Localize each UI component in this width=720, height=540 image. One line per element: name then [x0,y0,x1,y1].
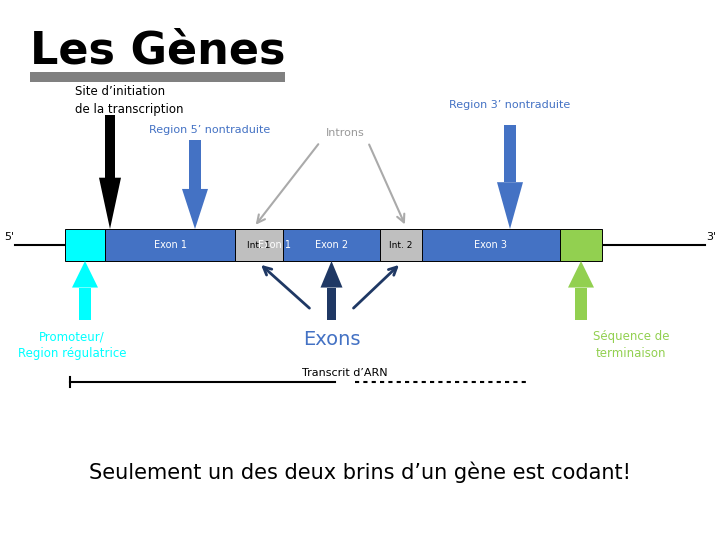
Text: Transcrit d’ARN: Transcrit d’ARN [302,368,388,378]
FancyBboxPatch shape [560,229,602,261]
Polygon shape [72,261,98,287]
FancyBboxPatch shape [30,72,285,82]
FancyBboxPatch shape [380,229,422,261]
Text: Region 5’ nontraduite: Region 5’ nontraduite [149,125,271,135]
FancyBboxPatch shape [105,115,115,178]
FancyBboxPatch shape [575,287,587,320]
Text: 5': 5' [4,232,14,242]
Text: Seulement un des deux brins d’un gène est codant!: Seulement un des deux brins d’un gène es… [89,461,631,483]
Text: Exon 2: Exon 2 [315,240,348,250]
Text: Int. 2: Int. 2 [390,240,413,249]
Text: Introns: Introns [325,128,364,138]
Text: Exons: Exons [302,330,360,349]
FancyBboxPatch shape [235,229,283,261]
Text: Region 3’ nontraduite: Region 3’ nontraduite [449,100,571,110]
FancyBboxPatch shape [189,140,201,189]
Polygon shape [320,261,343,287]
Text: 3': 3' [706,232,716,242]
Text: Site d’initiation
de la transcription: Site d’initiation de la transcription [75,85,184,116]
Text: Exon 1: Exon 1 [153,240,186,250]
FancyBboxPatch shape [504,125,516,182]
Text: Les Gènes: Les Gènes [30,30,286,73]
Text: Int. 1: Int. 1 [247,240,271,249]
Text: Promoteur/
Region régulatrice: Promoteur/ Region régulatrice [18,330,126,360]
Text: Exon 1: Exon 1 [258,240,292,250]
Polygon shape [182,189,208,229]
FancyBboxPatch shape [65,229,105,261]
Polygon shape [99,178,121,229]
Text: Exon 3: Exon 3 [474,240,508,250]
Polygon shape [568,261,594,287]
Text: Séquence de
terminaison: Séquence de terminaison [593,330,670,360]
FancyBboxPatch shape [105,229,560,261]
Polygon shape [497,182,523,229]
FancyBboxPatch shape [327,287,336,320]
FancyBboxPatch shape [79,287,91,320]
